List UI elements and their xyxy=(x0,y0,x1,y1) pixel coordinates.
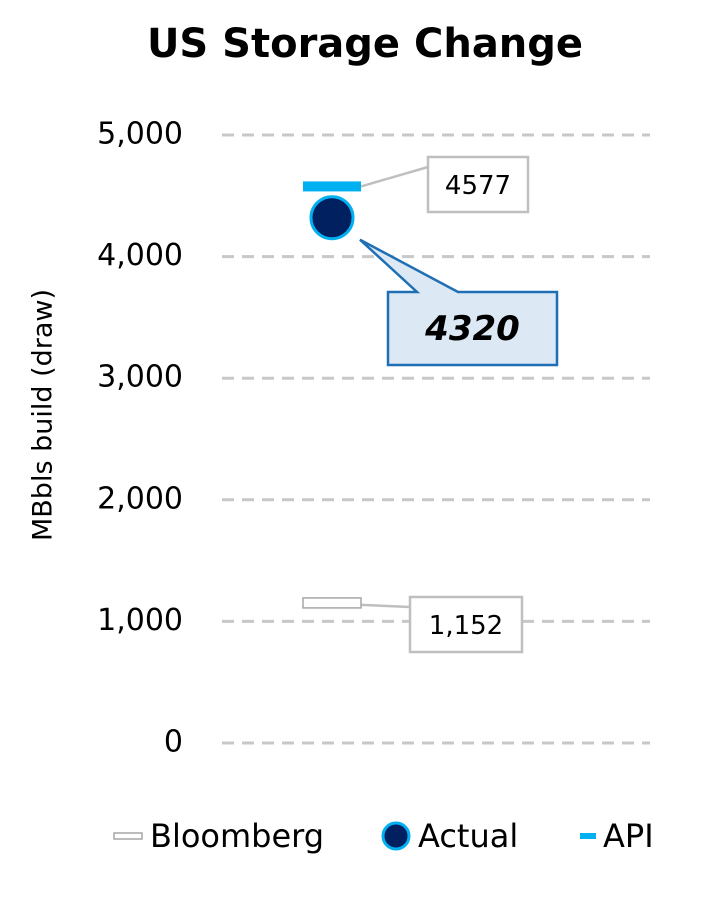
callout-box xyxy=(408,595,524,654)
data-point xyxy=(309,195,355,241)
legend-label: Bloomberg xyxy=(150,817,324,855)
callout-line xyxy=(360,165,429,188)
y-axis-label: MBbls build (draw) xyxy=(28,289,59,541)
data-label: 4577 xyxy=(445,171,511,201)
y-tick-label: 4,000 xyxy=(97,238,183,273)
data-point xyxy=(302,597,362,609)
callout-box xyxy=(426,155,530,214)
y-tick-label: 5,000 xyxy=(97,117,183,152)
legend-marker xyxy=(580,833,596,839)
y-tick-label: 1,000 xyxy=(97,603,183,638)
data-label: 4320 xyxy=(424,309,520,349)
callout-box xyxy=(359,238,559,367)
legend-label: Actual xyxy=(418,817,518,855)
legend-label: API xyxy=(603,817,654,855)
legend-marker xyxy=(381,821,411,851)
y-tick-label: 0 xyxy=(164,725,183,760)
y-tick-label: 2,000 xyxy=(97,481,183,516)
data-label: 1,152 xyxy=(429,611,503,641)
chart-title: US Storage Change xyxy=(147,21,583,67)
y-tick-label: 3,000 xyxy=(97,360,183,395)
legend-marker xyxy=(113,832,143,840)
data-point xyxy=(303,181,361,192)
